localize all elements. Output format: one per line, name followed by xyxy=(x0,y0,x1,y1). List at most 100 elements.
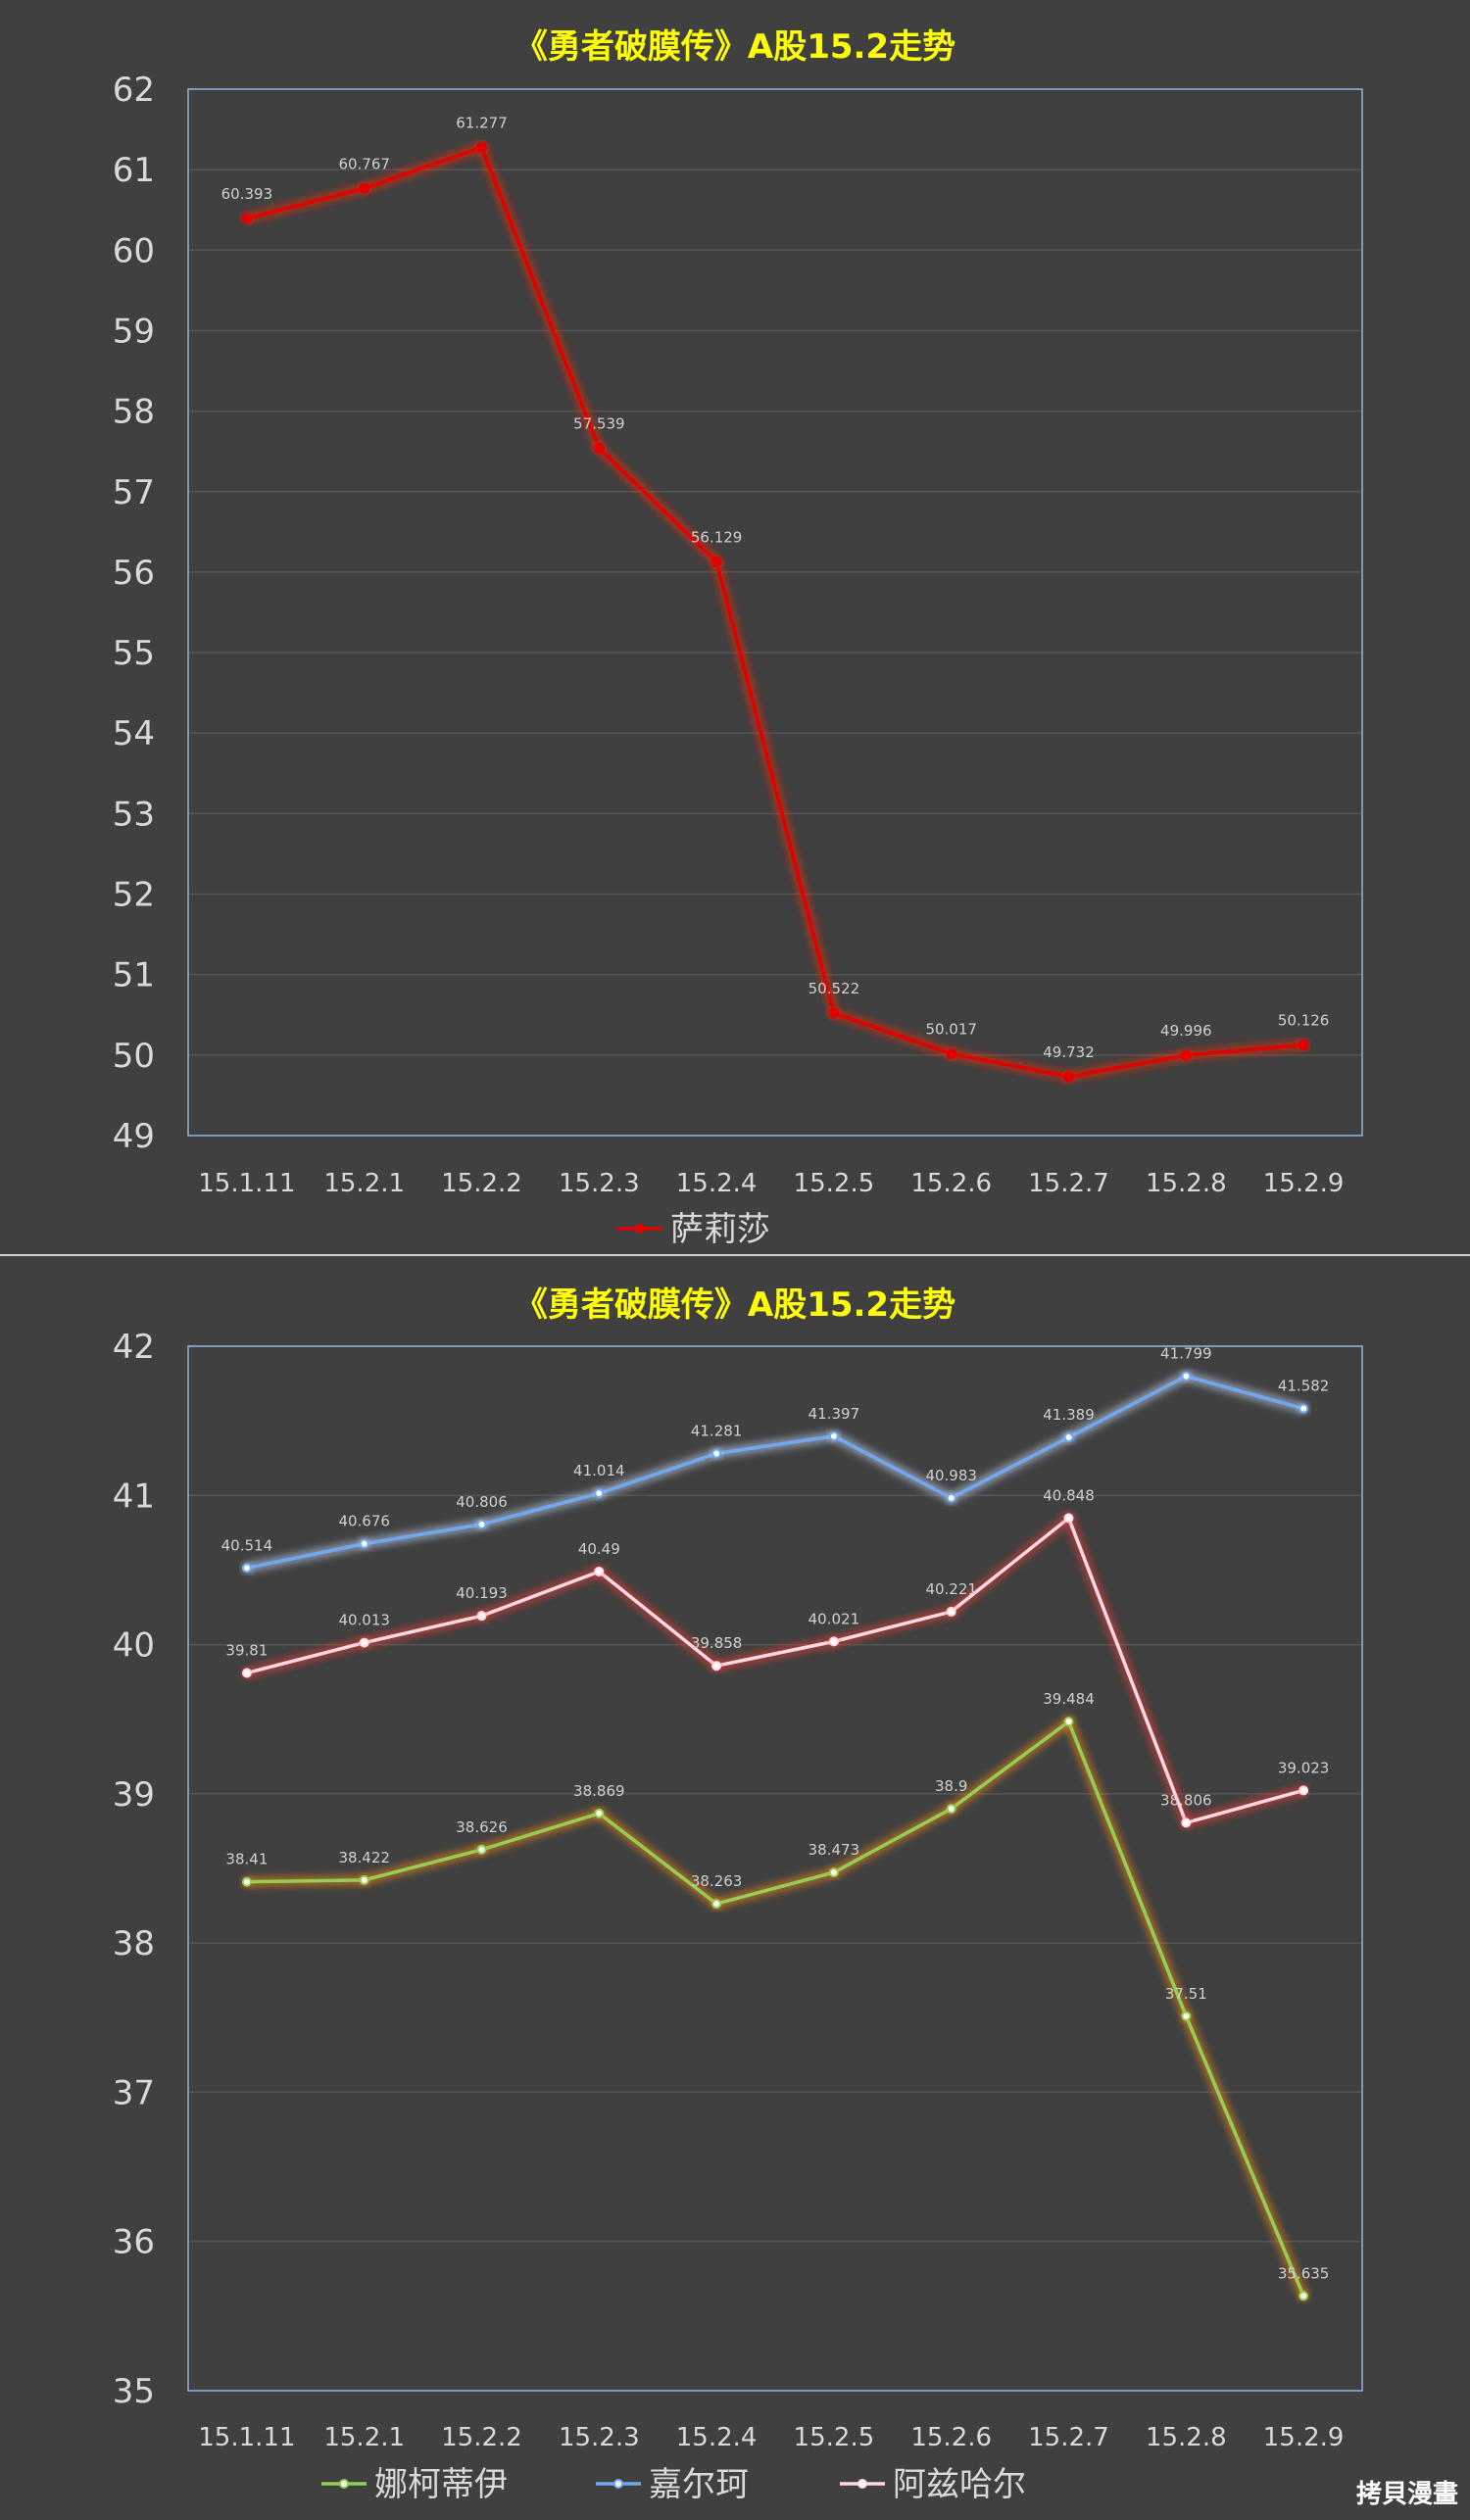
series-line-阿兹哈尔 xyxy=(246,1516,1304,1825)
plot-area-border xyxy=(187,1345,1363,2392)
data-label: 35.635 xyxy=(1278,2264,1330,2282)
data-point xyxy=(828,1430,839,1441)
data-label: 41.582 xyxy=(1278,1378,1330,1395)
data-point xyxy=(476,1611,487,1622)
data-point xyxy=(946,1492,956,1503)
series-glow xyxy=(246,1717,1308,2299)
data-point xyxy=(476,141,487,153)
data-label: 38.626 xyxy=(456,1818,508,1836)
data-label: 39.81 xyxy=(225,1642,268,1660)
y-tick-label: 38 xyxy=(113,1924,155,1963)
data-point xyxy=(710,556,722,567)
legend-label: 萨莉莎 xyxy=(670,1210,770,1249)
data-label: 38.473 xyxy=(808,1841,860,1859)
y-tick-label: 51 xyxy=(113,956,155,995)
x-tick-label: 15.2.6 xyxy=(910,2423,992,2452)
legend-swatch-marker xyxy=(339,2479,349,2489)
data-point xyxy=(1298,1403,1309,1414)
data-label: 49.996 xyxy=(1160,1022,1212,1040)
y-tick-label: 41 xyxy=(113,1477,155,1516)
data-label: 40.806 xyxy=(456,1493,508,1511)
data-label: 41.389 xyxy=(1043,1406,1095,1424)
data-point xyxy=(1298,2291,1309,2302)
data-label: 38.422 xyxy=(338,1849,390,1866)
data-point xyxy=(1298,1785,1309,1796)
chart-top-svg: 《勇者破膜传》A股15.2走势 49 50 51 52 53 54 55 56 57 58 59 60 6… xyxy=(113,27,1363,1249)
x-tick-label: 15.2.3 xyxy=(559,1169,640,1198)
data-point xyxy=(359,1538,369,1549)
data-point xyxy=(711,1448,722,1459)
data-label: 40.013 xyxy=(338,1612,390,1629)
y-tick-label: 35 xyxy=(113,2372,155,2411)
data-label: 49.732 xyxy=(1043,1043,1095,1061)
legend-label: 阿兹哈尔 xyxy=(893,2465,1026,2504)
data-point xyxy=(1063,1717,1074,1727)
data-label: 38.869 xyxy=(573,1782,625,1800)
chart-panel-bottom: 《勇者破膜传》A股15.2走势 35 36 37 38 39 40 41 42 15.1.11 15… xyxy=(0,1256,1470,2520)
data-label: 37.51 xyxy=(1165,1985,1207,2003)
y-tick-label: 56 xyxy=(113,554,155,593)
legend-label: 娜柯蒂伊 xyxy=(374,2465,508,2504)
y-tick-label: 60 xyxy=(113,231,155,270)
plot-area-border xyxy=(187,88,1363,1137)
data-point xyxy=(1298,1039,1309,1050)
data-point xyxy=(476,1519,487,1529)
data-label: 39.023 xyxy=(1278,1759,1330,1776)
data-label: 60.767 xyxy=(338,155,390,172)
data-label: 40.848 xyxy=(1043,1486,1095,1504)
series-glow xyxy=(245,1513,1305,1828)
y-tick-label: 58 xyxy=(113,393,155,432)
x-tick-label: 15.2.7 xyxy=(1028,2423,1109,2452)
y-tick-label: 49 xyxy=(113,1117,155,1156)
y-tick-label: 57 xyxy=(113,473,155,512)
data-point xyxy=(594,1488,605,1499)
x-tick-label: 15.2.9 xyxy=(1263,2423,1345,2452)
data-point xyxy=(1063,1071,1074,1083)
data-point xyxy=(241,1668,252,1678)
data-label: 57.539 xyxy=(573,414,625,432)
series-line-嘉尔珂 xyxy=(246,1374,1304,1571)
data-label: 40.514 xyxy=(221,1536,273,1554)
x-tick-label: 15.1.11 xyxy=(198,1169,295,1198)
data-label: 41.281 xyxy=(691,1422,743,1439)
data-point xyxy=(359,182,370,194)
data-label: 40.676 xyxy=(338,1513,390,1530)
x-tick-label: 15.2.1 xyxy=(323,2423,405,2452)
data-label: 41.397 xyxy=(808,1405,860,1423)
x-tick-label: 15.2.2 xyxy=(441,1169,522,1198)
data-label: 56.129 xyxy=(691,528,743,546)
chart-title: 《勇者破膜传》A股15.2走势 xyxy=(514,1285,956,1325)
data-label: 40.193 xyxy=(456,1584,508,1602)
data-point xyxy=(593,442,605,454)
y-tick-label: 37 xyxy=(113,2073,155,2112)
y-tick-label: 39 xyxy=(113,1775,155,1815)
data-point xyxy=(828,1636,839,1647)
data-label: 40.49 xyxy=(578,1540,620,1558)
data-label: 41.799 xyxy=(1160,1345,1212,1363)
x-tick-label: 15.2.8 xyxy=(1146,1169,1227,1198)
x-tick-label: 15.2.6 xyxy=(910,1169,992,1198)
series-line-萨莉莎 xyxy=(246,145,1304,1079)
data-point xyxy=(828,1867,839,1878)
data-label: 60.393 xyxy=(221,185,273,203)
x-tick-label: 15.2.1 xyxy=(323,1169,405,1198)
data-point xyxy=(1181,1371,1192,1381)
x-tick-label: 15.1.11 xyxy=(198,2423,295,2452)
data-label: 41.014 xyxy=(573,1462,625,1479)
data-point xyxy=(1063,1432,1074,1443)
data-point xyxy=(241,213,253,224)
data-label: 50.126 xyxy=(1278,1011,1330,1029)
y-tick-label: 53 xyxy=(113,795,155,834)
series-glow xyxy=(245,1371,1305,1574)
data-point xyxy=(1181,1817,1192,1828)
data-point xyxy=(946,1804,956,1815)
data-label: 39.484 xyxy=(1043,1690,1095,1708)
data-label: 38.806 xyxy=(1160,1791,1212,1809)
x-tick-label: 15.2.2 xyxy=(441,2423,522,2452)
data-label: 40.021 xyxy=(808,1610,860,1627)
x-tick-label: 15.2.5 xyxy=(794,2423,875,2452)
chart-panel-top: 《勇者破膜传》A股15.2走势 49 50 51 52 53 54 55 56 57 58 59 60 6… xyxy=(0,0,1470,1256)
legend-swatch-marker xyxy=(858,2479,867,2489)
legend-label: 嘉尔珂 xyxy=(649,2465,749,2504)
data-label: 61.277 xyxy=(456,114,508,131)
